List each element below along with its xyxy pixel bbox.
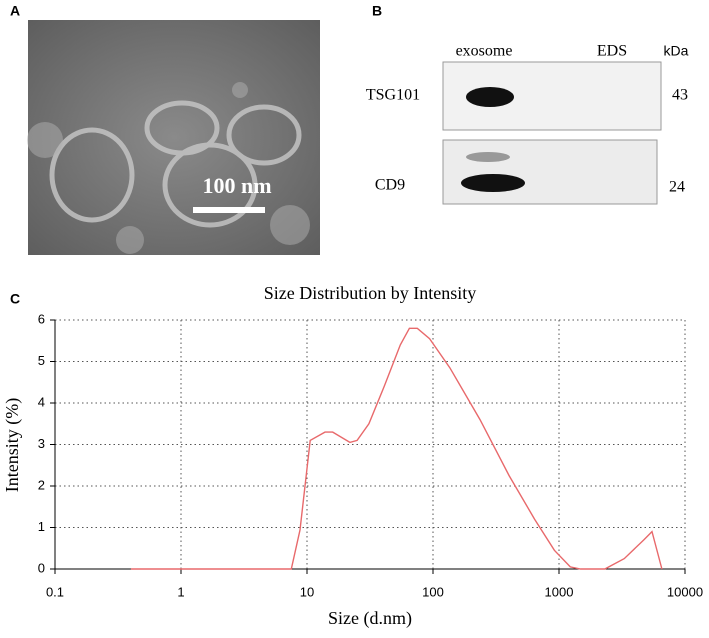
protein-label: CD9 <box>375 177 405 194</box>
x-axis-label: Size (d.nm) <box>328 608 412 629</box>
data-line <box>130 327 663 570</box>
chart-title: Size Distribution by Intensity <box>264 283 476 303</box>
y-axis-label: Intensity (%) <box>2 398 23 492</box>
lane-label: EDS <box>597 43 627 60</box>
y-tick-label: 4 <box>38 394 45 409</box>
band <box>466 87 514 107</box>
panel-label: A <box>10 3 20 19</box>
size-label: 24 <box>669 179 685 196</box>
band <box>461 174 525 192</box>
x-tick-label: 10000 <box>667 584 703 599</box>
x-tick-label: 10 <box>300 584 314 599</box>
scale-bar <box>193 207 265 213</box>
y-tick-label: 3 <box>38 436 45 451</box>
x-tick-label: 1 <box>177 584 184 599</box>
y-tick-label: 5 <box>38 353 45 368</box>
unit-label: kDa <box>664 43 689 59</box>
panel-label: B <box>372 3 382 19</box>
blot <box>442 139 658 205</box>
scale-bar-label: 100 nm <box>202 173 271 198</box>
y-tick-label: 1 <box>38 519 45 534</box>
y-tick-label: 6 <box>38 311 45 326</box>
x-tick-label: 1000 <box>545 584 574 599</box>
y-tick-label: 0 <box>38 560 45 575</box>
size-label: 43 <box>672 87 688 104</box>
lane-label: exosome <box>456 43 513 60</box>
y-tick-label: 2 <box>38 477 45 492</box>
x-tick-label: 0.1 <box>46 584 64 599</box>
band <box>466 152 510 162</box>
x-tick-label: 100 <box>422 584 444 599</box>
debris <box>27 82 310 254</box>
protein-label: TSG101 <box>366 87 420 104</box>
plot: 0 1 2 3 4 5 6 0.1 1 10 100 1000 10000 <box>38 311 703 599</box>
vesicles <box>49 100 302 228</box>
panel-label: C <box>10 291 20 307</box>
